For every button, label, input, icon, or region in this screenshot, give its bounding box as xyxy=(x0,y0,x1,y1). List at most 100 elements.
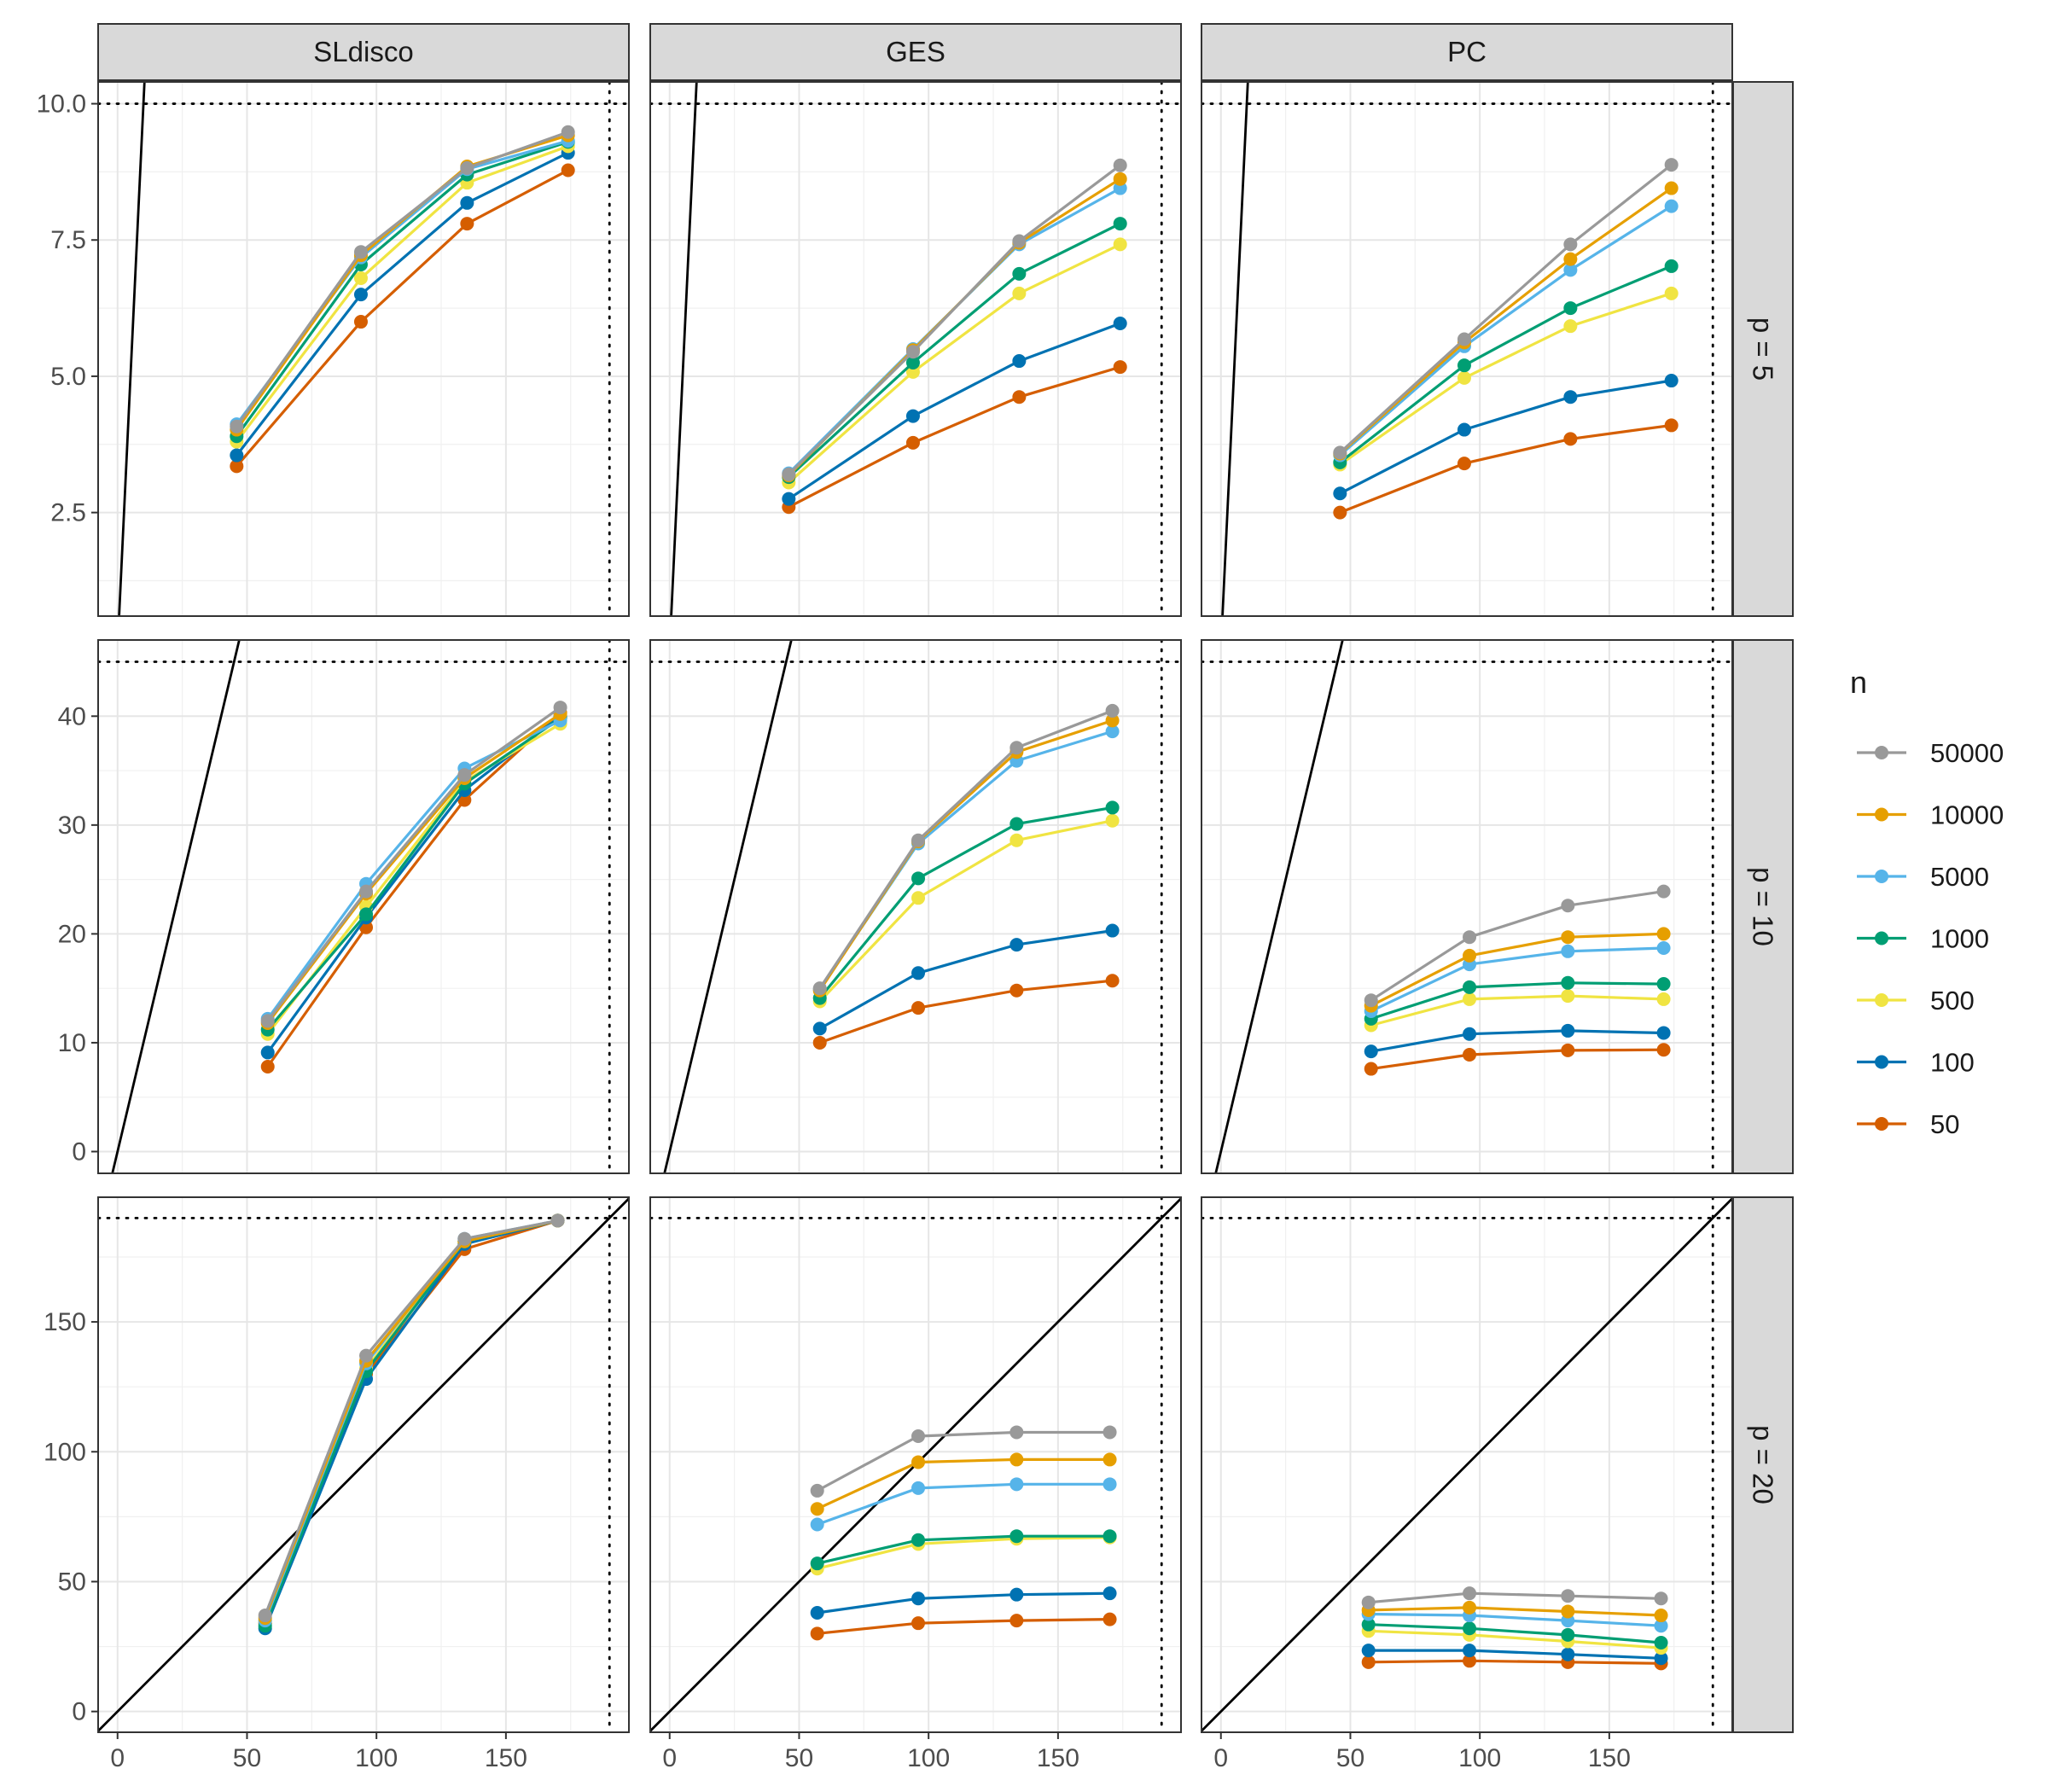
data-point-n50 xyxy=(460,217,474,231)
data-point-n50 xyxy=(1012,390,1027,404)
series-line-n50000 xyxy=(816,1430,1110,1492)
data-point-n50 xyxy=(1009,983,1024,998)
series-line-n50000 xyxy=(1368,1591,1661,1604)
series-line-n50 xyxy=(1368,1659,1661,1665)
legend-key-point xyxy=(1875,993,1888,1007)
data-point-n100 xyxy=(1656,1026,1671,1040)
panel-PC-0 xyxy=(1201,81,1733,617)
panel-PC-1 xyxy=(1201,639,1733,1174)
data-point-n50 xyxy=(1361,1655,1376,1669)
x-tick-label: 150 xyxy=(1037,1744,1079,1772)
diagonal-reference-line xyxy=(111,640,241,1173)
data-point-n5000 xyxy=(1656,940,1671,955)
legend-label: 50000 xyxy=(1930,738,2004,768)
data-point-n10000 xyxy=(1463,1600,1477,1615)
panel-content xyxy=(650,640,1181,1173)
x-tick-label: 50 xyxy=(233,1744,261,1772)
data-point-n100 xyxy=(810,1605,824,1620)
series-line-n1000 xyxy=(1339,265,1673,464)
data-point-n100 xyxy=(1012,354,1027,369)
series-line-n100 xyxy=(818,929,1113,1030)
panel-content xyxy=(98,640,629,1173)
data-point-n500 xyxy=(911,891,926,905)
series-line-n100 xyxy=(1339,379,1672,495)
series-line-n10000 xyxy=(1368,1606,1661,1617)
x-tick-label: 150 xyxy=(485,1744,527,1772)
column-strip-1 xyxy=(649,23,1182,81)
panel-SLdisco-0 xyxy=(97,81,630,617)
y-tick-label: 10 xyxy=(58,1029,86,1057)
data-point-n500 xyxy=(1664,286,1679,300)
data-point-n500 xyxy=(353,271,368,285)
data-point-n1000 xyxy=(1463,1621,1477,1636)
panel-border xyxy=(1201,639,1733,1174)
legend-entry: 10000 xyxy=(1857,800,2004,830)
data-point-n50000 xyxy=(359,1348,374,1363)
data-point-n50 xyxy=(812,1035,827,1050)
panel-content xyxy=(1201,640,1732,1173)
series-line-n500 xyxy=(1370,994,1664,1027)
y-tick-label: 0 xyxy=(72,1698,86,1726)
data-point-n100 xyxy=(1009,938,1024,952)
data-point-n500 xyxy=(1113,237,1127,252)
column-strip-2 xyxy=(1201,23,1733,81)
legend-entry: 5000 xyxy=(1857,862,1989,892)
panel-GES-1 xyxy=(649,639,1182,1174)
row-strip-label: p = 5 xyxy=(1748,317,1779,381)
legend-label: 5000 xyxy=(1930,862,1989,892)
series-line-n50000 xyxy=(788,164,1121,476)
data-point-n50000 xyxy=(1361,1595,1376,1609)
diagonal-reference-line xyxy=(1201,1197,1732,1732)
series-line-n50 xyxy=(266,712,561,1068)
data-point-n5000 xyxy=(911,1481,926,1495)
series-line-n50 xyxy=(788,365,1121,509)
series-line-n500 xyxy=(236,144,569,443)
series-line-n100 xyxy=(236,151,569,457)
panel-content xyxy=(98,82,629,616)
y-tick-label: 2.5 xyxy=(50,499,86,527)
data-point-n1000 xyxy=(911,1533,926,1547)
data-point-n1000 xyxy=(911,871,926,886)
diagonal-reference-line xyxy=(98,1197,629,1732)
legend: n 50000 10000 5000 1000 500 100 50 xyxy=(1850,665,2004,1139)
panel-border xyxy=(1201,1196,1733,1733)
data-point-n10000 xyxy=(1113,172,1127,186)
data-point-n50 xyxy=(1105,974,1120,988)
row-strip-2 xyxy=(1732,1196,1794,1733)
data-point-n50000 xyxy=(911,833,926,847)
data-point-n50 xyxy=(1364,1062,1378,1076)
legend-key-point xyxy=(1875,931,1888,945)
data-point-n50 xyxy=(905,435,920,450)
data-point-n1000 xyxy=(1664,259,1679,273)
data-point-n100 xyxy=(1463,1027,1477,1041)
data-point-n50000 xyxy=(553,701,567,715)
legend-label: 1000 xyxy=(1930,924,1989,954)
data-point-n10000 xyxy=(911,1455,926,1469)
data-point-n50000 xyxy=(457,1231,472,1246)
series-line-n50 xyxy=(1370,1048,1664,1071)
data-point-n50 xyxy=(1333,505,1347,520)
x-tick-label: 0 xyxy=(110,1744,125,1772)
data-point-n500 xyxy=(1457,370,1471,385)
legend-label: 50 xyxy=(1930,1109,1959,1139)
data-point-n50000 xyxy=(550,1213,565,1228)
data-point-n50 xyxy=(1113,360,1127,375)
y-tick-label: 40 xyxy=(58,702,86,730)
data-point-n10000 xyxy=(1009,1452,1024,1467)
data-point-n50000 xyxy=(260,1014,275,1028)
series-line-n500 xyxy=(817,1536,1110,1570)
series-line-n50000 xyxy=(1370,890,1664,1002)
data-point-n50 xyxy=(810,1626,824,1641)
series-line-n500 xyxy=(818,819,1113,1003)
legend-key-point xyxy=(1875,1055,1888,1069)
data-point-n100 xyxy=(1105,923,1120,938)
data-point-n1000 xyxy=(1105,800,1120,815)
panel-content xyxy=(650,1197,1181,1732)
series-line-n100 xyxy=(817,1591,1110,1615)
legend-key-point xyxy=(1875,807,1888,822)
row-strip-0 xyxy=(1732,81,1794,617)
panel-SLdisco-1 xyxy=(97,639,630,1174)
diagonal-reference-line xyxy=(1214,640,1344,1173)
series-line-n100 xyxy=(1370,1029,1664,1053)
